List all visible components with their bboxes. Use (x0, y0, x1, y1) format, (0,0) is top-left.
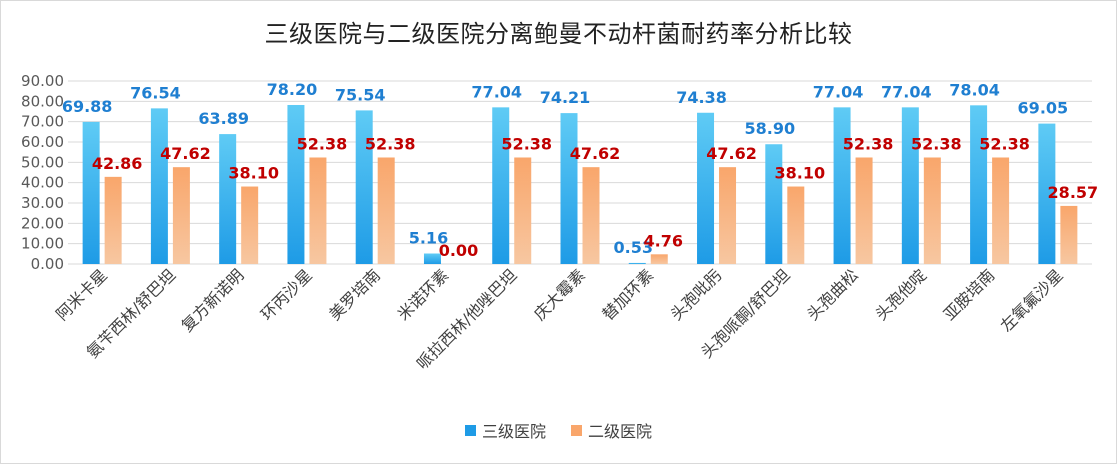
y-tick-label: 0.00 (31, 255, 64, 273)
bar-series-1[interactable] (833, 107, 851, 265)
data-label-series-1: 75.54 (335, 85, 386, 104)
data-label-series-1: 77.04 (471, 82, 522, 101)
y-tick-label: 70.00 (21, 113, 64, 131)
x-tick-label: 庆大霉素 (530, 265, 589, 324)
bar-series-2[interactable] (992, 157, 1010, 264)
y-tick-label: 80.00 (21, 92, 64, 110)
bar-series-1[interactable] (765, 144, 783, 264)
bar-series-1[interactable] (628, 262, 646, 264)
bar-series-2[interactable] (1060, 205, 1078, 264)
y-tick-label: 30.00 (21, 194, 64, 212)
data-label-series-2: 52.38 (501, 134, 552, 153)
data-label-series-2: 0.00 (439, 241, 478, 260)
data-label-series-2: 4.76 (644, 231, 683, 250)
bar-series-1[interactable] (560, 113, 578, 265)
x-tick-label: 阿米卡星 (52, 265, 111, 324)
data-label-series-2: 42.86 (92, 154, 143, 173)
legend-label-series-2: 二级医院 (588, 422, 653, 441)
data-label-series-1: 69.88 (62, 97, 113, 116)
y-axis: 0.00 10.00 20.00 30.00 40.00 50.00 60.00 70.00 8… (21, 72, 64, 273)
data-label-series-1: 74.38 (676, 88, 727, 107)
bar-series-1[interactable] (219, 134, 237, 264)
bar-series-1[interactable] (492, 107, 510, 265)
data-label-series-1: 78.04 (949, 80, 1000, 99)
bar-series-1[interactable] (150, 108, 168, 264)
x-tick-label: 替加环素 (598, 265, 657, 324)
data-label-series-2: 52.38 (365, 134, 416, 153)
y-tick-label: 90.00 (21, 72, 64, 90)
bar-series-2[interactable] (855, 157, 873, 264)
chart-title: 三级医院与二级医院分离鲍曼不动杆菌耐药率分析比较 (264, 20, 853, 48)
data-label-series-1: 76.54 (130, 83, 181, 102)
data-label-series-2: 52.38 (911, 134, 962, 153)
bar-series-2[interactable] (787, 186, 805, 264)
y-tick-label: 40.00 (21, 174, 64, 192)
bar-series-2[interactable] (582, 167, 600, 264)
legend-swatch-series-2 (571, 424, 583, 436)
x-tick-label: 左氧氟沙星 (997, 265, 1067, 335)
data-label-series-1: 77.04 (813, 82, 864, 101)
x-tick-label: 头孢曲松 (803, 265, 862, 324)
bar-series-1[interactable] (901, 107, 919, 265)
bar-series-1[interactable] (82, 121, 100, 264)
bar-series-2[interactable] (514, 157, 532, 264)
data-label-series-2: 47.62 (706, 144, 757, 163)
bar-series-2[interactable] (309, 157, 327, 264)
legend-item-series-1[interactable]: 三级医院 (464, 418, 546, 442)
bar-series-1[interactable] (970, 105, 988, 264)
y-tick-label: 10.00 (21, 235, 64, 253)
data-label-series-2: 52.38 (979, 134, 1030, 153)
bar-series-1[interactable] (287, 104, 305, 264)
x-tick-label: 米诺环素 (394, 265, 453, 324)
data-label-series-1: 74.21 (540, 88, 591, 107)
x-tick-label: 头孢吡肟 (667, 265, 726, 324)
data-label-series-2: 47.62 (160, 144, 211, 163)
data-label-series-1: 58.90 (744, 119, 795, 138)
bar-series-1[interactable] (355, 110, 373, 264)
data-label-series-1: 5.16 (409, 229, 448, 248)
x-tick-label: 亚胺培南 (940, 265, 999, 324)
data-label-series-2: 38.10 (774, 164, 825, 183)
y-tick-label: 50.00 (21, 153, 64, 171)
bar-series-2[interactable] (923, 157, 941, 264)
legend-item-series-2[interactable]: 二级医院 (571, 418, 652, 442)
data-label-series-1: 0.53 (614, 238, 653, 257)
data-label-series-2: 52.38 (843, 134, 894, 153)
x-tick-label: 环丙沙星 (257, 265, 316, 324)
x-tick-label: 复方新诺明 (177, 265, 247, 335)
bar-series-1[interactable] (697, 112, 715, 264)
data-label-series-2: 28.57 (1048, 183, 1099, 202)
x-tick-label: 头孢他啶 (871, 265, 930, 324)
bar-series-2[interactable] (719, 167, 737, 264)
y-tick-label: 60.00 (21, 133, 64, 151)
bar-series-2[interactable] (650, 254, 668, 264)
y-tick-label: 20.00 (21, 214, 64, 232)
legend-swatch-series-1 (464, 424, 476, 436)
data-label-series-1: 63.89 (198, 109, 249, 128)
data-label-series-2: 47.62 (570, 144, 621, 163)
bar-series-1[interactable] (423, 253, 441, 264)
legend-label-series-1: 三级医院 (481, 422, 546, 441)
bar-series-1[interactable] (1038, 123, 1056, 265)
gridlines (68, 80, 1092, 265)
bar-series-2[interactable] (172, 167, 190, 264)
x-tick-label: 美罗培南 (325, 265, 384, 324)
bars: 69.88 42.86 76.54 47.62 63.89 38.10 78.20 52.38… (62, 80, 1099, 265)
data-label-series-2: 52.38 (297, 134, 348, 153)
data-label-series-1: 69.05 (1018, 99, 1069, 118)
legend: 三级医院 二级医院 (0, 418, 1117, 442)
bar-series-2[interactable] (104, 176, 122, 264)
data-label-series-1: 78.20 (267, 80, 318, 99)
data-label-series-2: 38.10 (228, 164, 279, 183)
data-label-series-1: 77.04 (881, 82, 932, 101)
bar-series-2[interactable] (241, 186, 259, 264)
bar-series-2[interactable] (377, 157, 395, 264)
